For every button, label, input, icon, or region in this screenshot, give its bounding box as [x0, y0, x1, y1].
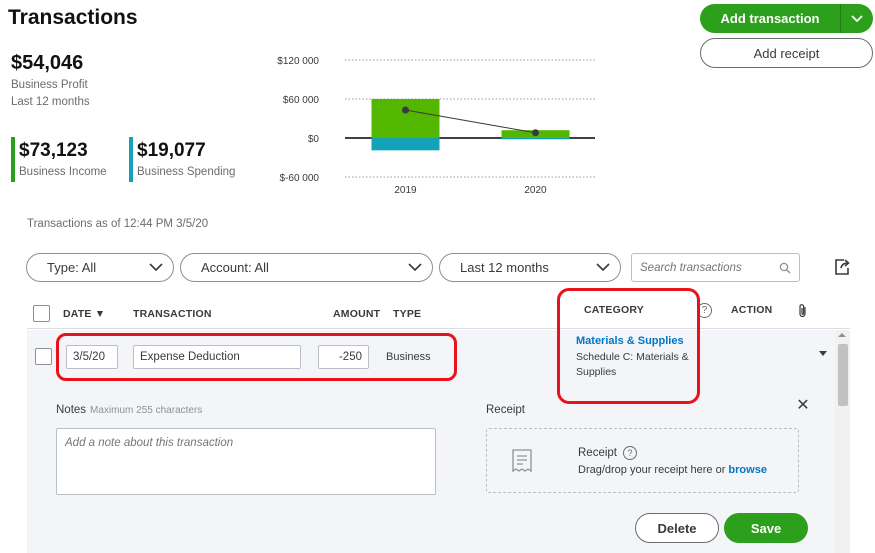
- column-header-category: CATEGORY: [584, 304, 644, 316]
- add-receipt-button[interactable]: Add receipt: [700, 38, 873, 68]
- period-filter-dropdown[interactable]: Last 12 months: [439, 253, 621, 282]
- scrollbar-thumb[interactable]: [838, 344, 848, 406]
- income-indicator: [11, 137, 15, 182]
- profit-point: [402, 106, 409, 114]
- profit-chart: $120 000 $60 000 $0 $-60 000 2019 2020: [277, 56, 595, 196]
- notes-hint: Maximum 255 characters: [90, 405, 203, 416]
- y-tick-label: $120 000: [277, 56, 319, 67]
- x-tick-label: 2020: [524, 185, 547, 196]
- period-label: Last 12 months: [11, 96, 90, 108]
- business-income-value: $73,123: [19, 140, 88, 161]
- column-header-date[interactable]: DATE ▼: [63, 308, 106, 320]
- select-all-checkbox[interactable]: [33, 305, 50, 322]
- profit-point: [532, 129, 539, 137]
- browse-link[interactable]: browse: [728, 464, 767, 476]
- add-transaction-button[interactable]: Add transaction: [700, 4, 873, 33]
- search-box[interactable]: [631, 253, 800, 282]
- help-icon[interactable]: ?: [623, 446, 637, 460]
- dropzone-text: Drag/drop your receipt here or browse: [578, 464, 767, 476]
- paperclip-icon: [799, 304, 806, 318]
- x-tick-label: 2019: [394, 185, 417, 196]
- close-icon[interactable]: ✕: [796, 397, 810, 414]
- as-of-timestamp: Transactions as of 12:44 PM 3/5/20: [27, 218, 209, 230]
- dropzone-title: Receipt ?: [578, 446, 637, 460]
- type-value: Business: [386, 351, 431, 363]
- description-field[interactable]: [133, 345, 301, 369]
- business-profit-label: Business Profit: [11, 79, 88, 91]
- account-filter-label: Account: All: [201, 260, 269, 275]
- add-transaction-dropdown[interactable]: [840, 4, 873, 33]
- chevron-down-icon: [149, 263, 163, 272]
- search-icon[interactable]: [779, 262, 791, 274]
- business-spending-label: Business Spending: [137, 166, 236, 178]
- highlight-box-row: [56, 333, 457, 381]
- highlight-box-category: [557, 288, 700, 404]
- search-input[interactable]: [640, 261, 770, 274]
- delete-button[interactable]: Delete: [635, 513, 719, 543]
- receipt-label: Receipt: [486, 404, 525, 416]
- spending-bar: [501, 138, 570, 140]
- y-tick-label: $0: [308, 134, 320, 145]
- amount-field[interactable]: [318, 345, 369, 369]
- y-tick-label: $-60 000: [280, 173, 320, 184]
- scroll-up-arrow-icon[interactable]: [838, 333, 846, 337]
- export-icon[interactable]: [832, 257, 852, 277]
- account-filter-dropdown[interactable]: Account: All: [180, 253, 433, 282]
- period-filter-label: Last 12 months: [460, 260, 549, 275]
- add-transaction-label[interactable]: Add transaction: [720, 11, 820, 26]
- notes-textarea[interactable]: [56, 428, 436, 495]
- column-header-action: ACTION: [731, 304, 773, 316]
- save-button[interactable]: Save: [724, 513, 808, 543]
- column-header-transaction: TRANSACTION: [133, 308, 212, 320]
- chevron-down-icon: [408, 263, 422, 272]
- type-filter-dropdown[interactable]: Type: All: [26, 253, 174, 282]
- page-title: Transactions: [8, 6, 138, 29]
- receipt-icon: [512, 449, 532, 473]
- chevron-down-icon: [851, 14, 863, 22]
- receipt-dropzone[interactable]: [486, 428, 799, 493]
- y-tick-label: $60 000: [283, 95, 320, 106]
- date-field[interactable]: [66, 345, 118, 369]
- business-spending-value: $19,077: [137, 140, 206, 161]
- business-income-label: Business Income: [19, 166, 107, 178]
- chevron-down-icon: [596, 263, 610, 272]
- business-profit-value: $54,046: [11, 52, 84, 74]
- category-link[interactable]: Materials & Supplies: [576, 335, 684, 347]
- spending-indicator: [129, 137, 133, 182]
- column-header-amount: AMOUNT: [333, 308, 381, 320]
- row-checkbox[interactable]: [35, 348, 52, 365]
- row-menu-caret-icon[interactable]: [819, 351, 827, 356]
- category-subtext: Schedule C: Materials & Supplies: [576, 351, 689, 378]
- notes-label: Notes Maximum 255 characters: [56, 404, 202, 416]
- column-header-type: TYPE: [393, 308, 422, 320]
- notes-label-text: Notes: [56, 404, 87, 416]
- profit-line: [405, 109, 536, 134]
- spending-bar: [371, 138, 440, 151]
- dropzone-title-text: Receipt: [578, 447, 617, 459]
- income-bar: [371, 99, 440, 138]
- header-divider: [27, 328, 850, 329]
- type-filter-label: Type: All: [47, 260, 97, 275]
- dropzone-instruction: Drag/drop your receipt here or: [578, 464, 726, 476]
